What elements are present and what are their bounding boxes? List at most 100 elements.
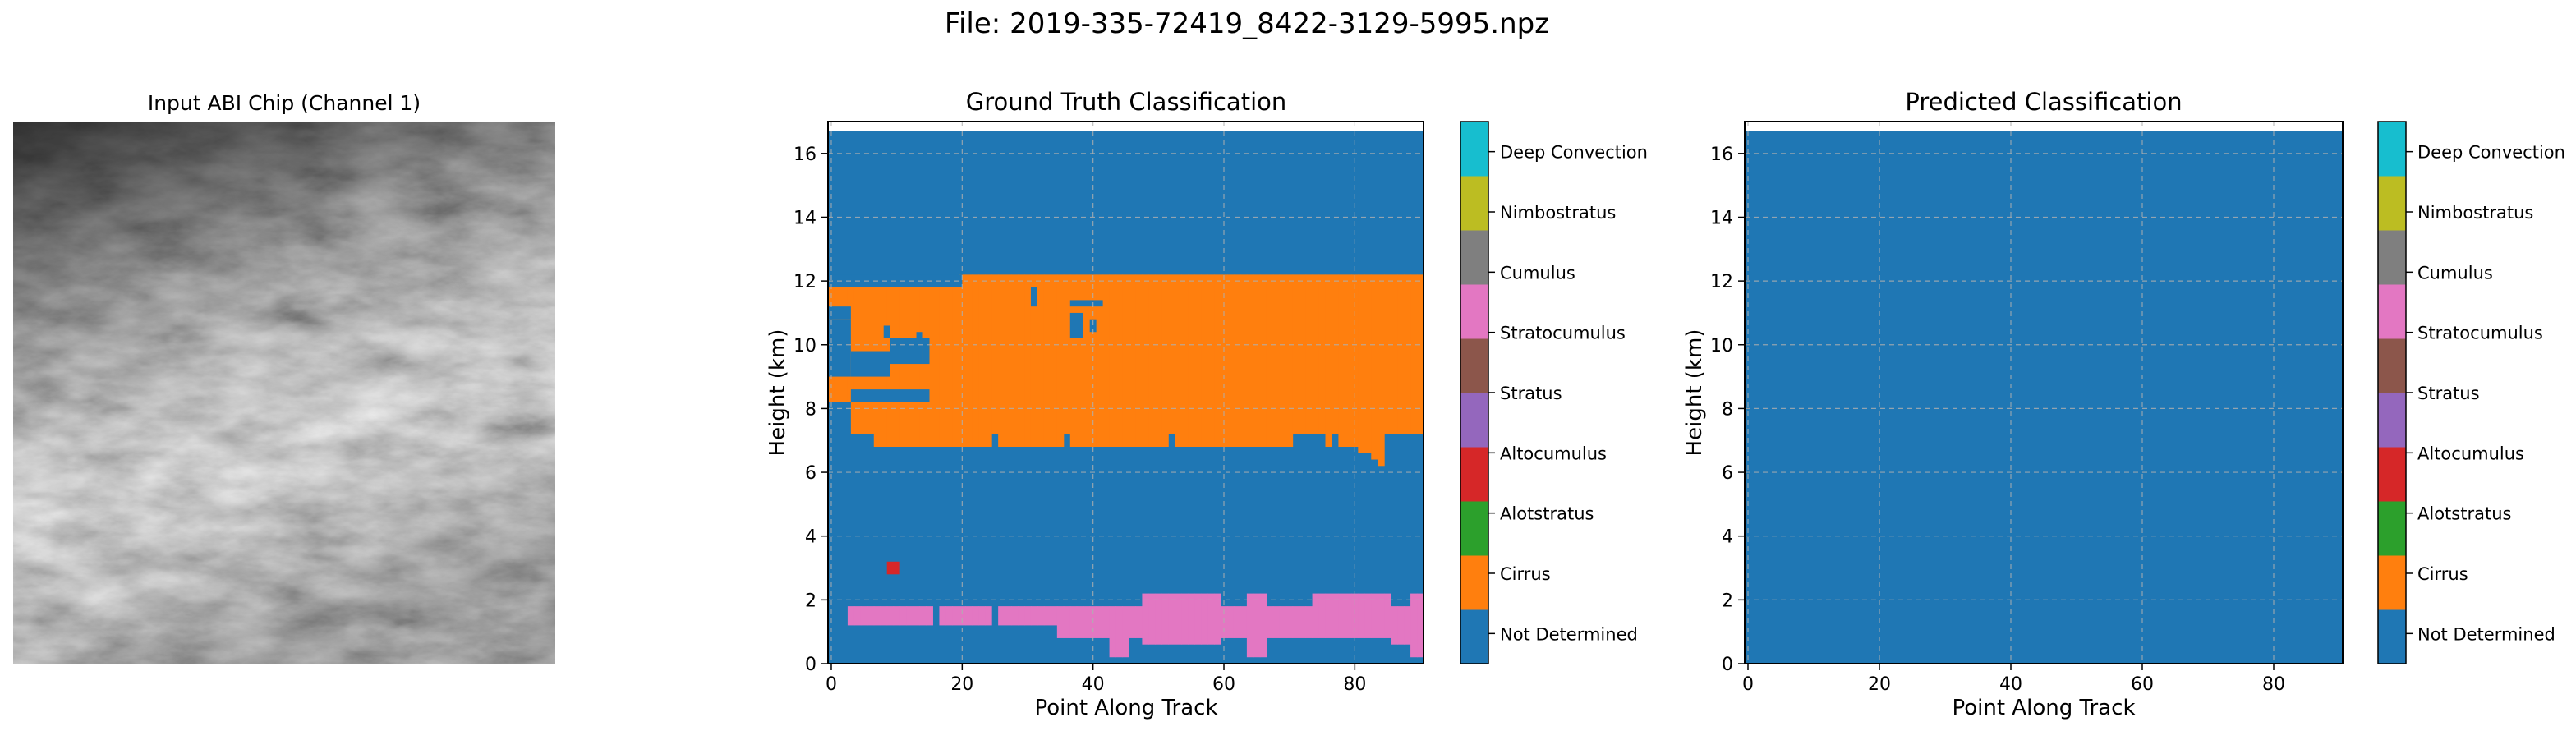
stratocumulus-column [1194,593,1202,645]
y-tick-label: 2 [1722,591,1733,611]
not-determined-gap [1070,312,1083,338]
stratocumulus-column [972,606,979,626]
stratocumulus-column [1312,593,1320,638]
colorbar-segment [2378,393,2406,448]
stratocumulus-column [1338,593,1346,638]
stratocumulus-column [1083,606,1091,638]
colorbar-label: Stratocumulus [2417,324,2543,343]
colorbar-segment [2378,230,2406,285]
stratocumulus-column [1135,606,1143,638]
stratocumulus-column [880,606,888,626]
colorbar-label: Deep Convection [2417,143,2565,163]
colorbar-segment [1460,501,1488,556]
stratocumulus-column [945,606,953,626]
x-tick-label: 20 [950,674,973,695]
cirrus-column [1286,274,1294,447]
input-image-shading [13,122,555,664]
ground-truth-title: Ground Truth Classification [966,88,1287,116]
x-tick-label: 0 [826,674,837,695]
colorbar-label: Altocumulus [2417,444,2524,463]
not-determined-gap [850,351,890,377]
cirrus-column [1214,274,1221,447]
cirrus-column [1168,274,1175,434]
cirrus-column [1175,274,1182,447]
colorbar-segment [2378,609,2406,664]
cirrus-column [1371,274,1378,460]
stratocumulus-column [1056,606,1065,638]
colorbar-label: Not Determined [2417,624,2555,644]
x-tick-label: 40 [1999,674,2022,695]
cirrus-column [978,274,986,447]
cirrus-column [1037,274,1045,447]
stratocumulus-column [1384,593,1392,638]
x-tick-label: 80 [1343,674,1366,695]
cirrus-column [965,274,973,447]
y-tick-label: 0 [805,655,816,675]
colorbar-segment [1460,609,1488,664]
predicted-ylabel: Height (km) [1682,329,1707,457]
stratocumulus-column [1286,606,1294,638]
cirrus-column [1259,274,1267,447]
not-determined-gap [850,389,930,402]
y-tick-label: 12 [1710,272,1733,292]
cirrus-column [1155,274,1162,447]
cirrus-column [1410,274,1418,434]
stratocumulus-column [1259,593,1267,658]
colorbar-label: Cirrus [1500,564,1551,584]
predicted-colorbar: Not Determined Cirrus Alotstratus Altocumul… [2377,121,2565,664]
stratocumulus-column [1148,593,1156,645]
cirrus-column [1318,274,1326,434]
colorbar-label: Alotstratus [1500,504,1594,524]
cirrus-column [991,274,999,434]
stratocumulus-column [1109,606,1117,658]
cirrus-column [1194,274,1202,447]
x-tick-label: 20 [1868,674,1891,695]
cirrus-column [899,287,908,447]
cirrus-column [1384,274,1392,434]
colorbar-label: Cumulus [1500,263,1576,283]
cirrus-column [1109,274,1117,447]
cirrus-column [1056,274,1065,447]
cirrus-column [1024,274,1032,447]
stratocumulus-column [1155,593,1162,645]
cirrus-column [1102,274,1111,447]
cirrus-column [1181,274,1189,447]
input-image-panel: Input ABI Chip (Channel 1) [13,91,555,664]
y-tick-label: 14 [794,208,816,228]
cirrus-column [1096,274,1104,447]
x-tick-label: 40 [1082,674,1105,695]
axes-frame [827,121,1424,664]
cirrus-column [1201,274,1208,447]
stratocumulus-column [1266,606,1274,638]
cirrus-column [1378,274,1385,467]
small-cloud-cell [886,561,900,575]
not-determined-gap [1030,287,1037,307]
cirrus-column [886,287,895,447]
cirrus-column [1246,274,1254,447]
not-determined-gap [922,338,930,365]
cirrus-column [985,274,992,447]
cirrus-column [1305,274,1313,434]
cirrus-column [1325,274,1332,447]
cirrus-column [1272,274,1281,447]
stratocumulus-column [906,606,914,626]
stratocumulus-column [913,606,921,626]
colorbar-segment [1460,284,1488,339]
y-tick-label: 8 [1722,399,1733,420]
stratocumulus-column [1305,606,1313,638]
cirrus-column [1417,274,1424,434]
x-tick-label: 60 [1212,674,1235,695]
colorbar-label: Deep Convection [1500,143,1648,163]
cirrus-column [1391,274,1398,434]
colorbar-segment [1460,447,1488,502]
stratocumulus-column [1201,593,1208,645]
cirrus-column [1208,274,1215,447]
cirrus-column [945,287,953,447]
cirrus-column [1345,274,1352,447]
colorbar-segment [2378,122,2406,177]
colorbar-segment [1460,393,1488,448]
colorbar-segment [1460,338,1488,393]
cirrus-column [926,287,933,447]
y-tick-label: 16 [1710,145,1733,165]
